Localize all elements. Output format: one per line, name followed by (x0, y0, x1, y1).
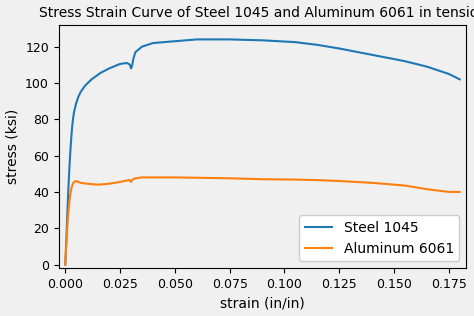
Aluminum 6061 (292, 178, 298, 181)
Aluminum 6061 (78, 181, 83, 185)
Steel 1045 (446, 72, 452, 76)
Steel 1045 (129, 64, 135, 68)
Steel 1045 (260, 39, 265, 42)
Steel 1045 (227, 38, 232, 41)
Steel 1045 (126, 62, 132, 66)
Aluminum 6061 (128, 180, 134, 184)
Steel 1045 (117, 62, 123, 66)
Steel 1045 (64, 223, 70, 227)
Steel 1045 (139, 45, 145, 49)
Aluminum 6061 (106, 182, 112, 185)
Aluminum 6061 (194, 176, 200, 180)
Steel 1045 (402, 59, 408, 63)
Aluminum 6061 (129, 178, 135, 182)
Steel 1045 (73, 101, 79, 105)
Aluminum 6061 (63, 253, 69, 257)
Aluminum 6061 (64, 223, 70, 227)
Title: Stress Strain Curve of Steel 1045 and Aluminum 6061 in tension: Stress Strain Curve of Steel 1045 and Al… (38, 6, 474, 20)
Steel 1045 (63, 263, 68, 266)
Steel 1045 (68, 143, 73, 147)
Steel 1045 (457, 77, 463, 81)
Aluminum 6061 (69, 185, 75, 188)
Aluminum 6061 (402, 184, 408, 187)
Y-axis label: stress (ksi): stress (ksi) (6, 109, 19, 184)
Steel 1045 (63, 250, 69, 254)
Steel 1045 (194, 38, 200, 41)
Aluminum 6061 (260, 177, 265, 181)
Steel 1045 (69, 128, 75, 132)
Aluminum 6061 (457, 190, 463, 194)
Steel 1045 (71, 110, 77, 114)
Steel 1045 (124, 61, 129, 65)
Aluminum 6061 (70, 182, 76, 185)
Steel 1045 (150, 41, 156, 45)
Aluminum 6061 (314, 178, 320, 182)
Aluminum 6061 (227, 176, 232, 180)
Aluminum 6061 (73, 179, 79, 183)
Aluminum 6061 (126, 178, 132, 182)
Aluminum 6061 (446, 190, 452, 194)
Steel 1045 (70, 118, 76, 121)
Steel 1045 (172, 39, 178, 43)
Aluminum 6061 (63, 263, 68, 266)
Steel 1045 (292, 40, 298, 44)
Steel 1045 (67, 161, 73, 165)
Aluminum 6061 (130, 177, 136, 181)
Aluminum 6061 (117, 180, 123, 184)
Steel 1045 (128, 67, 134, 70)
Line: Aluminum 6061: Aluminum 6061 (65, 177, 460, 264)
Steel 1045 (78, 90, 83, 94)
Steel 1045 (127, 63, 133, 67)
Steel 1045 (75, 95, 81, 99)
Line: Steel 1045: Steel 1045 (65, 40, 460, 264)
Aluminum 6061 (67, 197, 73, 201)
Aluminum 6061 (424, 187, 430, 191)
Aluminum 6061 (172, 175, 178, 179)
Aluminum 6061 (369, 181, 375, 185)
Steel 1045 (98, 71, 103, 75)
Aluminum 6061 (66, 208, 72, 212)
Steel 1045 (82, 84, 88, 88)
Steel 1045 (130, 58, 136, 61)
Aluminum 6061 (71, 180, 77, 184)
Steel 1045 (424, 65, 430, 69)
Steel 1045 (106, 67, 112, 70)
Aluminum 6061 (337, 179, 342, 183)
Aluminum 6061 (75, 180, 81, 184)
Aluminum 6061 (127, 178, 133, 182)
Steel 1045 (369, 53, 375, 57)
Steel 1045 (64, 208, 70, 212)
Aluminum 6061 (95, 183, 101, 186)
Steel 1045 (314, 43, 320, 47)
Aluminum 6061 (139, 175, 145, 179)
Aluminum 6061 (64, 241, 69, 245)
Steel 1045 (66, 183, 72, 186)
Aluminum 6061 (133, 176, 138, 180)
Steel 1045 (133, 50, 138, 54)
Steel 1045 (337, 46, 342, 50)
Steel 1045 (89, 77, 94, 81)
Legend: Steel 1045, Aluminum 6061: Steel 1045, Aluminum 6061 (299, 215, 459, 261)
X-axis label: strain (in/in): strain (in/in) (220, 296, 305, 310)
Steel 1045 (64, 237, 69, 241)
Aluminum 6061 (68, 190, 73, 194)
Aluminum 6061 (150, 175, 156, 179)
Aluminum 6061 (84, 182, 90, 185)
